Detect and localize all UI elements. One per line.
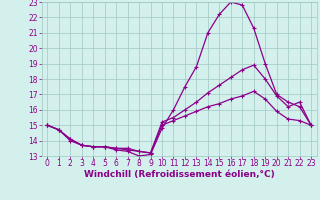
- X-axis label: Windchill (Refroidissement éolien,°C): Windchill (Refroidissement éolien,°C): [84, 170, 275, 179]
